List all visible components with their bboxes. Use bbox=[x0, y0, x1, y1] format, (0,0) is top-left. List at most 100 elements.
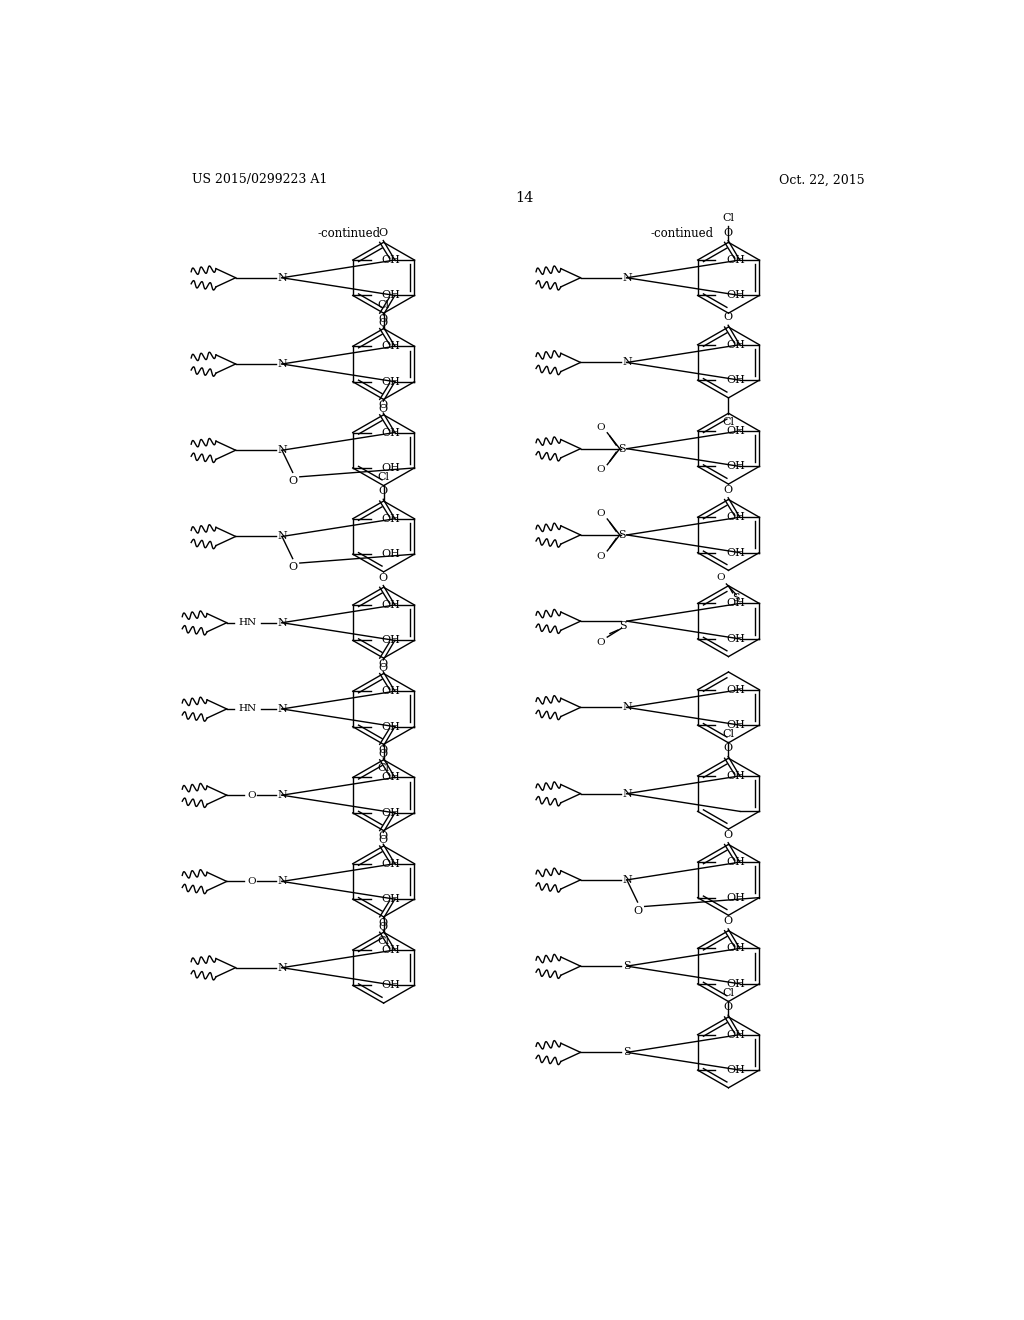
Text: -continued: -continued bbox=[317, 227, 381, 240]
Text: O: O bbox=[379, 663, 388, 673]
Text: OH: OH bbox=[381, 981, 400, 990]
Text: O: O bbox=[633, 906, 642, 916]
Text: N: N bbox=[278, 791, 287, 800]
Text: O: O bbox=[724, 484, 733, 495]
Text: O: O bbox=[724, 743, 733, 754]
Text: O: O bbox=[597, 466, 605, 474]
Text: OH: OH bbox=[726, 548, 745, 557]
Text: OH: OH bbox=[726, 1065, 745, 1074]
Text: OH: OH bbox=[381, 601, 400, 610]
Text: Cl: Cl bbox=[723, 214, 734, 223]
Text: N: N bbox=[278, 962, 287, 973]
Text: S: S bbox=[617, 444, 626, 454]
Text: OH: OH bbox=[381, 859, 400, 869]
Text: O: O bbox=[379, 573, 388, 582]
Text: O: O bbox=[379, 227, 388, 238]
Text: O: O bbox=[724, 1002, 733, 1012]
Text: OH: OH bbox=[726, 598, 745, 609]
Text: O: O bbox=[597, 422, 605, 432]
Text: Cl: Cl bbox=[723, 730, 734, 739]
Text: Cl: Cl bbox=[378, 473, 389, 482]
Text: Cl: Cl bbox=[378, 300, 389, 310]
Text: O: O bbox=[379, 836, 388, 845]
Text: OH: OH bbox=[726, 339, 745, 350]
Text: N: N bbox=[278, 704, 287, 714]
Text: OH: OH bbox=[381, 255, 400, 265]
Text: US 2015/0299223 A1: US 2015/0299223 A1 bbox=[191, 173, 327, 186]
Text: OH: OH bbox=[726, 462, 745, 471]
Text: OH: OH bbox=[726, 426, 745, 436]
Text: OH: OH bbox=[381, 376, 400, 387]
Text: O: O bbox=[247, 791, 256, 800]
Text: O: O bbox=[717, 573, 725, 582]
Text: O: O bbox=[379, 314, 388, 323]
Text: OH: OH bbox=[381, 808, 400, 818]
Text: HN: HN bbox=[239, 618, 256, 627]
Text: HN: HN bbox=[239, 705, 256, 713]
Text: N: N bbox=[278, 359, 287, 370]
Text: OH: OH bbox=[726, 979, 745, 989]
Text: OH: OH bbox=[381, 513, 400, 524]
Text: Cl: Cl bbox=[378, 936, 389, 945]
Text: O: O bbox=[379, 921, 388, 932]
Text: OH: OH bbox=[381, 686, 400, 696]
Text: OH: OH bbox=[381, 722, 400, 731]
Text: O: O bbox=[379, 744, 388, 755]
Text: OH: OH bbox=[381, 428, 400, 437]
Text: OH: OH bbox=[381, 290, 400, 301]
Text: OH: OH bbox=[381, 342, 400, 351]
Text: S: S bbox=[623, 1047, 631, 1057]
Text: OH: OH bbox=[726, 857, 745, 867]
Text: Oct. 22, 2015: Oct. 22, 2015 bbox=[778, 173, 864, 186]
Text: OH: OH bbox=[381, 549, 400, 560]
Text: N: N bbox=[622, 358, 632, 367]
Text: N: N bbox=[622, 273, 632, 282]
Text: O: O bbox=[379, 404, 388, 414]
Text: OH: OH bbox=[381, 463, 400, 473]
Text: -continued: -continued bbox=[650, 227, 714, 240]
Text: O: O bbox=[724, 313, 733, 322]
Text: OH: OH bbox=[381, 635, 400, 645]
Text: OH: OH bbox=[726, 685, 745, 694]
Text: OH: OH bbox=[726, 892, 745, 903]
Text: O: O bbox=[379, 750, 388, 759]
Text: O: O bbox=[247, 876, 256, 886]
Text: OH: OH bbox=[381, 894, 400, 904]
Text: OH: OH bbox=[381, 945, 400, 954]
Text: O: O bbox=[597, 552, 605, 561]
Text: O: O bbox=[597, 510, 605, 519]
Text: O: O bbox=[379, 917, 388, 928]
Text: N: N bbox=[278, 445, 287, 455]
Text: O: O bbox=[724, 830, 733, 840]
Text: OH: OH bbox=[726, 512, 745, 523]
Text: OH: OH bbox=[726, 634, 745, 644]
Text: Cl: Cl bbox=[723, 417, 734, 426]
Text: S: S bbox=[623, 961, 631, 972]
Text: S: S bbox=[620, 622, 627, 631]
Text: O: O bbox=[379, 486, 388, 496]
Text: O: O bbox=[379, 318, 388, 327]
Text: N: N bbox=[278, 273, 287, 282]
Text: N: N bbox=[622, 788, 632, 799]
Text: OH: OH bbox=[726, 255, 745, 265]
Text: O: O bbox=[724, 227, 733, 238]
Text: N: N bbox=[278, 532, 287, 541]
Text: Cl: Cl bbox=[378, 763, 389, 774]
Text: N: N bbox=[278, 876, 287, 887]
Text: O: O bbox=[288, 562, 297, 573]
Text: O: O bbox=[597, 638, 605, 647]
Text: OH: OH bbox=[726, 944, 745, 953]
Text: OH: OH bbox=[726, 771, 745, 781]
Text: O: O bbox=[379, 400, 388, 411]
Text: 14: 14 bbox=[516, 191, 534, 206]
Text: N: N bbox=[622, 875, 632, 884]
Text: O: O bbox=[724, 916, 733, 925]
Text: N: N bbox=[622, 702, 632, 713]
Text: S: S bbox=[732, 593, 740, 603]
Text: O: O bbox=[288, 477, 297, 486]
Text: O: O bbox=[379, 832, 388, 841]
Text: O: O bbox=[379, 659, 388, 669]
Text: OH: OH bbox=[726, 1030, 745, 1040]
Text: OH: OH bbox=[726, 721, 745, 730]
Text: OH: OH bbox=[726, 290, 745, 301]
